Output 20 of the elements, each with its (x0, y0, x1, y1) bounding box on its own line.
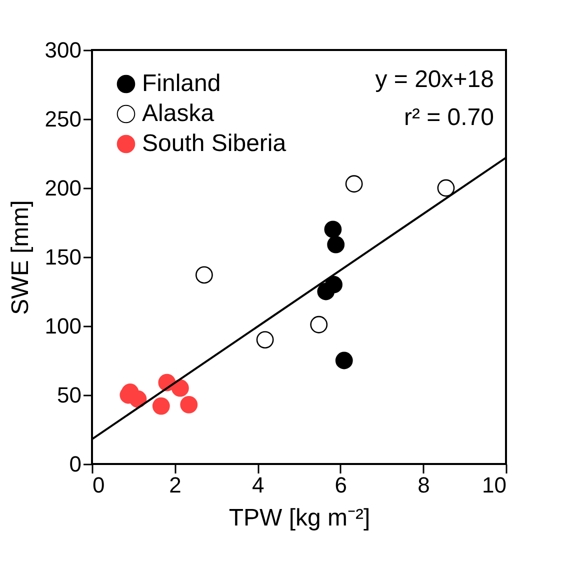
y-axis-title: SWE [mm] (6, 200, 34, 315)
y-tick-label: 50 (57, 382, 82, 408)
x-tick-label: 6 (334, 472, 348, 498)
y-tick-label: 250 (44, 106, 82, 132)
x-tick-label: 10 (482, 472, 506, 498)
x-tick-label: 2 (169, 472, 182, 498)
annotation: y = 20x+18 (375, 66, 494, 93)
legend-label: Alaska (142, 100, 215, 127)
x-tick-label: 4 (252, 472, 264, 498)
y-tick-label: 200 (44, 176, 82, 200)
y-tick-label: 100 (44, 314, 82, 338)
x-tick-label: 0 (92, 472, 105, 498)
legend-label: Finland (142, 70, 221, 97)
y-tick-label: 150 (44, 244, 82, 270)
x-tick-label: 8 (418, 472, 430, 498)
x-axis-title: TPW [kg m⁻²] (228, 504, 370, 532)
annotation: r² = 0.70 (404, 104, 494, 131)
y-tick-label: 300 (44, 38, 82, 62)
legend-label: South Siberia (142, 130, 287, 157)
y-tick-label: 0 (69, 452, 82, 476)
